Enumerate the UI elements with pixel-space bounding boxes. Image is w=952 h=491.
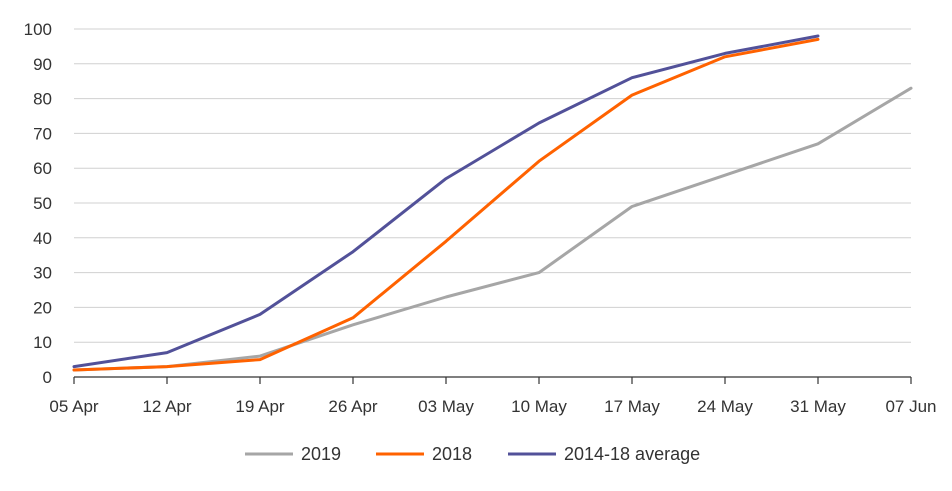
y-tick-label: 30: [33, 264, 52, 283]
y-axis: 0 10 20 30 40 50 60 70 80 90 100: [24, 20, 52, 387]
x-axis: 05 Apr 12 Apr 19 Apr 26 Apr 03 May 10 May 17 M…: [49, 376, 937, 416]
x-tick-label: 05 Apr: [49, 397, 98, 416]
y-tick-label: 10: [33, 333, 52, 352]
grid-lines: [74, 28, 911, 343]
x-tick-label: 26 Apr: [328, 397, 377, 416]
x-tick-label: 12 Apr: [142, 397, 191, 416]
y-tick-label: 50: [33, 194, 52, 213]
y-tick-label: 90: [33, 55, 52, 74]
legend: 2019 2018 2014-18 average: [245, 444, 700, 464]
y-tick-label: 100: [24, 20, 52, 39]
legend-label: 2019: [301, 444, 341, 464]
x-tick-label: 07 Jun: [885, 397, 936, 416]
legend-label: 2018: [432, 444, 472, 464]
series-line-2018: [72, 37, 820, 372]
x-tick-label: 17 May: [604, 397, 660, 416]
x-tick-label: 19 Apr: [235, 397, 284, 416]
x-tick-label: 24 May: [697, 397, 753, 416]
series-line-2019: [72, 86, 913, 372]
x-tick-label: 10 May: [511, 397, 567, 416]
y-tick-label: 70: [33, 124, 52, 143]
y-tick-label: 20: [33, 298, 52, 317]
x-tick-label: 31 May: [790, 397, 846, 416]
y-tick-label: 40: [33, 229, 52, 248]
series-lines: [72, 34, 913, 372]
y-tick-label: 60: [33, 159, 52, 178]
x-tick-label: 03 May: [418, 397, 474, 416]
y-tick-label: 80: [33, 90, 52, 109]
series-line-2014-18-average: [72, 34, 820, 369]
legend-label: 2014-18 average: [564, 444, 700, 464]
y-tick-label: 0: [43, 368, 52, 387]
